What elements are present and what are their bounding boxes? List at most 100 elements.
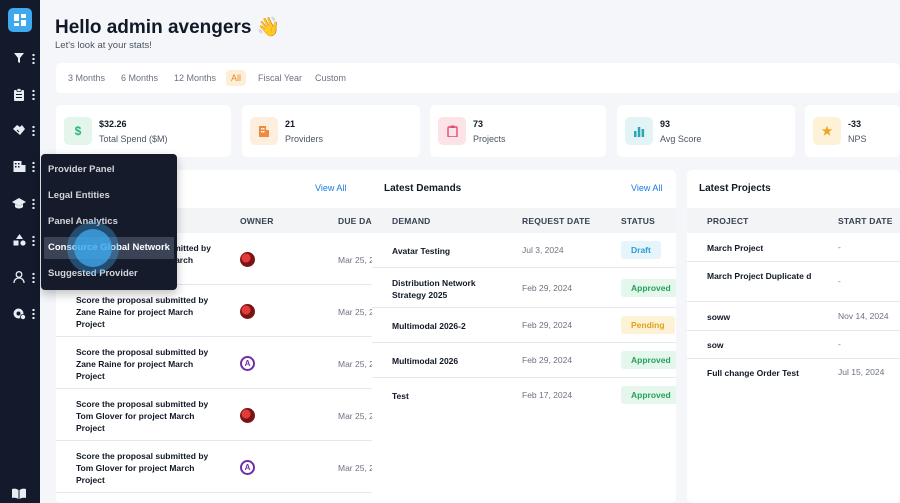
task-fragment: bmitted by bbox=[168, 243, 211, 253]
stat-card-nps[interactable]: ★ -33 NPS bbox=[805, 105, 900, 157]
project-name: March Project Duplicate d bbox=[707, 271, 812, 281]
stat-card-total-spend[interactable]: $ $32.26 Total Spend ($M) bbox=[56, 105, 231, 157]
stat-value: 73 bbox=[473, 119, 484, 129]
nav-settings[interactable] bbox=[12, 305, 38, 321]
more-vertical-icon[interactable] bbox=[32, 124, 35, 136]
latest-demands-card: Latest Demands View All DEMAND REQUEST D… bbox=[372, 170, 676, 503]
project-name: soww bbox=[707, 312, 731, 322]
more-vertical-icon[interactable] bbox=[32, 197, 35, 209]
table-row[interactable]: Score the proposal submitted by Tom Glov… bbox=[56, 441, 386, 493]
table-row[interactable]: soww Nov 14, 2024 bbox=[687, 302, 900, 331]
sidebar bbox=[0, 0, 40, 503]
nav-graduation[interactable] bbox=[12, 195, 38, 211]
nav-shapes[interactable] bbox=[12, 232, 38, 248]
stat-label: NPS bbox=[848, 134, 867, 144]
tasks-view-all-link[interactable]: View All bbox=[315, 183, 347, 193]
nav-clipboard[interactable] bbox=[12, 86, 38, 102]
more-vertical-icon[interactable] bbox=[32, 52, 35, 64]
time-range-filter: 3 Months 6 Months 12 Months All Fiscal Y… bbox=[56, 63, 900, 93]
owner-avatar bbox=[240, 252, 255, 267]
stat-label: Avg Score bbox=[660, 134, 702, 144]
demand-name: Avatar Testing bbox=[392, 246, 451, 256]
click-indicator-core bbox=[74, 229, 112, 267]
menu-item-legal-entities[interactable]: Legal Entities bbox=[48, 190, 110, 201]
demands-view-all-link[interactable]: View All bbox=[631, 183, 663, 193]
column-header-start-date: START DATE bbox=[838, 216, 893, 226]
menu-item-suggested-provider[interactable]: Suggested Provider bbox=[48, 268, 138, 279]
table-row[interactable]: sow - bbox=[687, 331, 900, 359]
building-icon bbox=[250, 117, 278, 145]
book-icon[interactable] bbox=[12, 488, 26, 502]
user-icon bbox=[12, 270, 26, 284]
request-date: Jul 3, 2024 bbox=[522, 245, 564, 255]
table-row[interactable]: Score the proposal submitted by Zane Rai… bbox=[56, 337, 386, 389]
nav-building[interactable] bbox=[12, 158, 38, 174]
stat-card-projects[interactable]: 73 Projects bbox=[430, 105, 606, 157]
table-row[interactable]: Avatar Testing Jul 3, 2024 Draft bbox=[372, 233, 676, 268]
table-row[interactable]: March Project Duplicate d - bbox=[687, 262, 900, 302]
table-row[interactable]: March Project - bbox=[687, 233, 900, 262]
table-row[interactable]: Test Feb 17, 2024 Approved bbox=[372, 378, 676, 413]
more-vertical-icon[interactable] bbox=[32, 271, 35, 283]
main-content: Hello admin avengers 👋 Let's look at you… bbox=[40, 0, 900, 503]
start-date: Nov 14, 2024 bbox=[838, 311, 889, 321]
status-badge: Approved bbox=[621, 279, 676, 297]
stat-value: 93 bbox=[660, 119, 671, 129]
dashboard-logo-icon[interactable] bbox=[8, 8, 32, 32]
stat-value: $32.26 bbox=[99, 119, 127, 129]
due-date: Mar 25, 2 bbox=[338, 411, 374, 421]
column-header-status: STATUS bbox=[621, 216, 655, 226]
range-3-months[interactable]: 3 Months bbox=[68, 73, 106, 83]
stat-label: Projects bbox=[473, 134, 506, 144]
demand-name: Test bbox=[392, 391, 409, 401]
menu-item-panel-analytics[interactable]: Panel Analytics bbox=[48, 216, 118, 227]
projects-title: Latest Projects bbox=[699, 183, 771, 194]
shapes-icon bbox=[12, 233, 26, 247]
owner-avatar: A bbox=[240, 460, 255, 475]
page-title: Hello admin avengers 👋 bbox=[55, 17, 281, 38]
range-custom[interactable]: Custom bbox=[315, 73, 347, 83]
start-date: - bbox=[838, 276, 841, 286]
nav-filter[interactable] bbox=[12, 50, 38, 66]
project-name: March Project bbox=[707, 243, 764, 253]
latest-projects-card: Latest Projects PROJECT START DATE March… bbox=[687, 170, 900, 503]
more-vertical-icon[interactable] bbox=[32, 88, 35, 100]
more-vertical-icon[interactable] bbox=[32, 234, 35, 246]
demands-title: Latest Demands bbox=[384, 183, 462, 194]
clipboard-icon bbox=[12, 87, 26, 101]
table-row[interactable]: Score the proposal submitted by Tom Glov… bbox=[56, 389, 386, 441]
table-row[interactable]: Score the proposal submitted by Zane Rai… bbox=[56, 285, 386, 337]
filter-icon bbox=[12, 51, 26, 65]
stat-label: Total Spend ($M) bbox=[99, 134, 168, 144]
more-vertical-icon[interactable] bbox=[32, 307, 35, 319]
request-date: Feb 29, 2024 bbox=[522, 283, 573, 293]
table-row[interactable]: Multimodal 2026 Feb 29, 2024 Approved bbox=[372, 343, 676, 378]
demand-name: Multimodal 2026 bbox=[392, 356, 459, 366]
status-badge: Approved bbox=[621, 351, 676, 369]
menu-item-provider-panel[interactable]: Provider Panel bbox=[48, 164, 115, 175]
start-date: - bbox=[838, 339, 841, 349]
owner-avatar: A bbox=[240, 356, 255, 371]
range-all[interactable]: All bbox=[226, 70, 247, 86]
due-date: Mar 25, 2 bbox=[338, 307, 374, 317]
range-fiscal-year[interactable]: Fiscal Year bbox=[258, 73, 303, 83]
table-row[interactable]: Distribution Network Strategy 2025 Feb 2… bbox=[372, 268, 676, 308]
provider-flyout-menu: Provider Panel Legal Entities Panel Anal… bbox=[41, 154, 177, 290]
column-header-due-date: DUE DA bbox=[338, 216, 372, 226]
stat-value: 21 bbox=[285, 119, 296, 129]
more-vertical-icon[interactable] bbox=[32, 160, 35, 172]
task-description: Score the proposal submitted by Tom Glov… bbox=[76, 399, 209, 433]
due-date: Mar 25, 2 bbox=[338, 463, 374, 473]
request-date: Feb 29, 2024 bbox=[522, 320, 573, 330]
stat-card-providers[interactable]: 21 Providers bbox=[242, 105, 420, 157]
range-6-months[interactable]: 6 Months bbox=[121, 73, 159, 83]
due-date: Mar 25, 2 bbox=[338, 255, 374, 265]
request-date: Feb 17, 2024 bbox=[522, 390, 573, 400]
nav-user[interactable] bbox=[12, 269, 38, 285]
stat-card-avg-score[interactable]: 93 Avg Score bbox=[617, 105, 795, 157]
table-row[interactable]: Full change Order Test Jul 15, 2024 bbox=[687, 359, 900, 387]
nav-handshake[interactable] bbox=[12, 122, 38, 138]
range-12-months[interactable]: 12 Months bbox=[174, 73, 217, 83]
table-row[interactable]: Multimodal 2026-2 Feb 29, 2024 Pending bbox=[372, 308, 676, 343]
table-row[interactable]: bmitted by March Mar 25, 2 bbox=[56, 233, 386, 285]
